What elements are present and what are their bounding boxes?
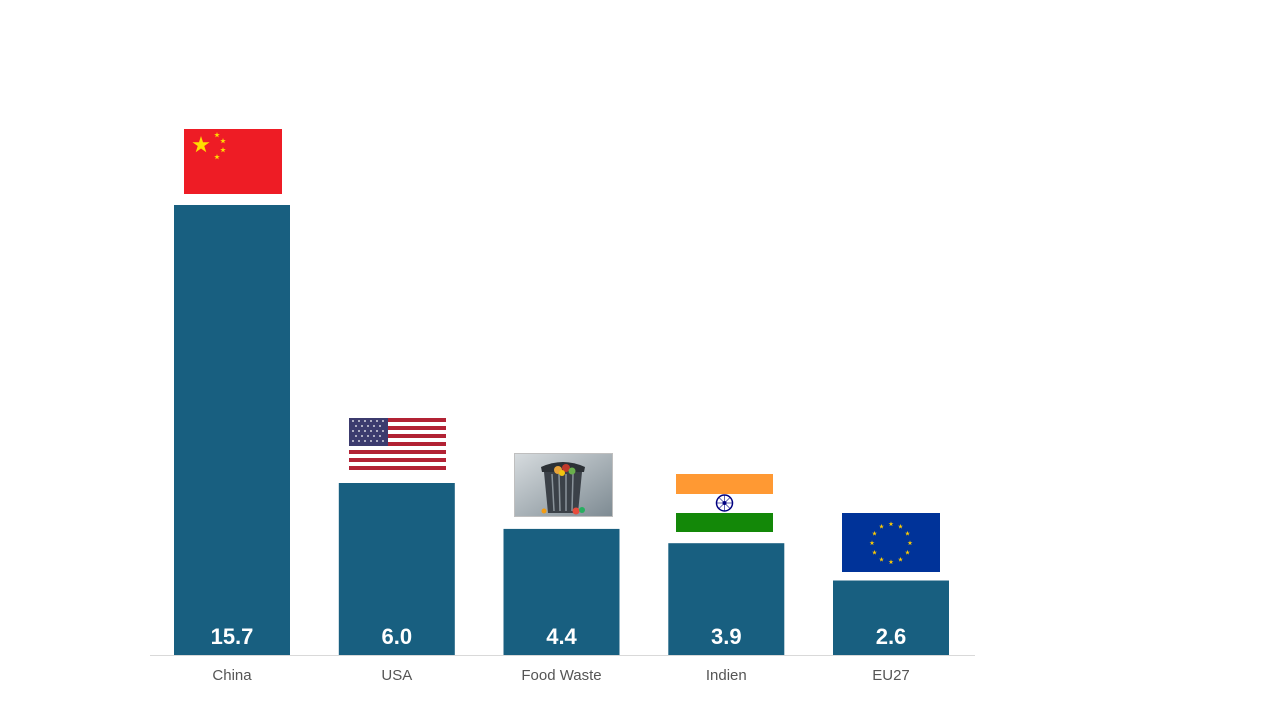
- category-label-indien: Indien: [706, 667, 747, 684]
- china-flag-icon: [184, 129, 282, 194]
- category-label-food-waste: Food Waste: [521, 667, 601, 684]
- bar-eu27: [833, 580, 949, 655]
- bar-indien: [668, 543, 785, 655]
- value-label-eu27: 2.6: [876, 624, 907, 649]
- bar-china: [174, 205, 290, 655]
- category-label-china: China: [212, 667, 252, 684]
- category-label-usa: USA: [381, 667, 412, 684]
- bar-food-waste: [503, 528, 620, 655]
- usa-flag-icon: [349, 418, 446, 470]
- india-flag-icon: [676, 474, 773, 532]
- category-label-eu27: EU27: [872, 667, 910, 684]
- value-label-indien: 3.9: [711, 624, 742, 649]
- bar-usa: [338, 483, 455, 655]
- eu-flag-icon: [842, 513, 940, 572]
- value-label-usa: 6.0: [382, 624, 413, 649]
- value-label-food-waste: 4.4: [546, 624, 577, 649]
- value-label-china: 15.7: [211, 624, 254, 649]
- food-waste-trash-bin-icon: [514, 453, 613, 517]
